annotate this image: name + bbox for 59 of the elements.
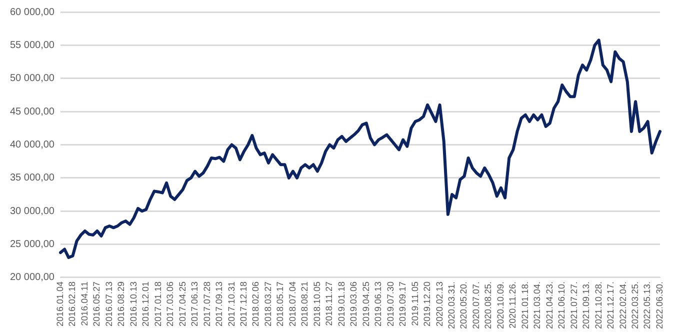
x-tick-label: 2017.01.18 [152, 281, 163, 326]
x-tick-label: 2019.09.17 [398, 281, 408, 326]
y-tick-label: 40 000,00 [10, 139, 55, 150]
x-tick-label: 2020.02.13 [434, 281, 444, 326]
x-tick-label: 2021.03.04. [532, 281, 542, 329]
x-tick-label: 2020.10.09. [495, 281, 506, 329]
x-tick-label: 2021.04.23. [544, 281, 554, 329]
x-tick-label: 2017.04.25 [177, 281, 188, 326]
x-tick-label: 2016.04.11 [79, 281, 90, 326]
x-tick-label: 2016.07.13 [104, 281, 114, 326]
x-tick-label: 2016.01.04 [54, 281, 65, 326]
x-tick-label: 2017.09.13 [214, 281, 224, 326]
x-tick-label: 2016.08.29 [116, 281, 126, 326]
y-tick-label: 25 000,00 [10, 239, 55, 250]
x-tick-label: 2021.06.10. [556, 281, 567, 329]
x-tick-label: 2020.11.26. [508, 281, 518, 328]
x-tick-label: 2017.10.31 [226, 281, 236, 326]
x-tick-label: 2017.03.06 [165, 281, 176, 326]
x-tick-label: 2019.01.18 [336, 281, 346, 326]
x-tick-label: 2016.02.18 [67, 281, 78, 326]
x-tick-label: 2017.06.13 [190, 281, 200, 326]
x-tick-label: 2021.07.27. [568, 281, 579, 329]
x-tick-label: 2016.12.01 [140, 281, 151, 326]
x-tick-label: 2020.03.31. [446, 281, 456, 329]
x-tick-label: 2018.02.06 [250, 281, 261, 326]
x-tick-label: 2021.01.18. [520, 281, 530, 329]
x-tick-label: 2019.04.25 [360, 281, 371, 326]
x-tick-label: 2019.07.30 [385, 281, 396, 326]
y-tick-label: 50 000,00 [10, 73, 55, 84]
y-tick-label: 45 000,00 [10, 106, 55, 118]
x-tick-label: 2018.08.21 [300, 281, 310, 326]
x-tick-label: 2022.02.04. [618, 281, 628, 329]
x-tick-label: 2017.12.18 [238, 281, 248, 326]
x-tick-label: 2018.10.05 [312, 281, 322, 326]
x-tick-label: 2019.03.06 [348, 281, 359, 326]
y-tick-label: 60 000,00 [10, 6, 55, 18]
x-tick-label: 2019.12.20 [422, 281, 432, 326]
x-tick-label: 2022.06.30. [654, 281, 664, 329]
x-tick-label: 2022.05.13. [642, 281, 652, 329]
x-tick-label: 2020.08.25. [483, 281, 494, 329]
y-tick-label: 35 000,00 [10, 172, 55, 184]
x-tick-label: 2021.09.13. [581, 281, 592, 329]
x-tick-label: 2018.07.04 [287, 281, 298, 326]
x-tick-label: 2020.05.20. [458, 281, 469, 329]
x-tick-label: 2016.10.13 [128, 281, 138, 326]
x-tick-label: 2019.11.05 [410, 281, 420, 326]
x-tick-label: 2018.11.27 [324, 281, 334, 326]
x-tick-label: 2020.07.07. [470, 281, 481, 329]
y-tick-label: 20 000,00 [10, 272, 55, 284]
x-tick-label: 2021.10.28. [593, 281, 604, 329]
y-tick-label: 55 000,00 [10, 40, 55, 51]
x-tick-label: 2016.05.27 [92, 281, 102, 326]
x-tick-label: 2019.06.13 [373, 281, 384, 326]
x-tick-label: 2018.05.17 [275, 281, 286, 326]
y-tick-label: 30 000,00 [10, 206, 55, 217]
x-tick-label: 2018.03.27 [262, 281, 273, 326]
x-tick-label: 2022.03.25. [630, 281, 640, 329]
x-tick-label: 2017.07.28 [202, 281, 212, 326]
x-tick-label: 2021.12.17. [606, 281, 616, 329]
